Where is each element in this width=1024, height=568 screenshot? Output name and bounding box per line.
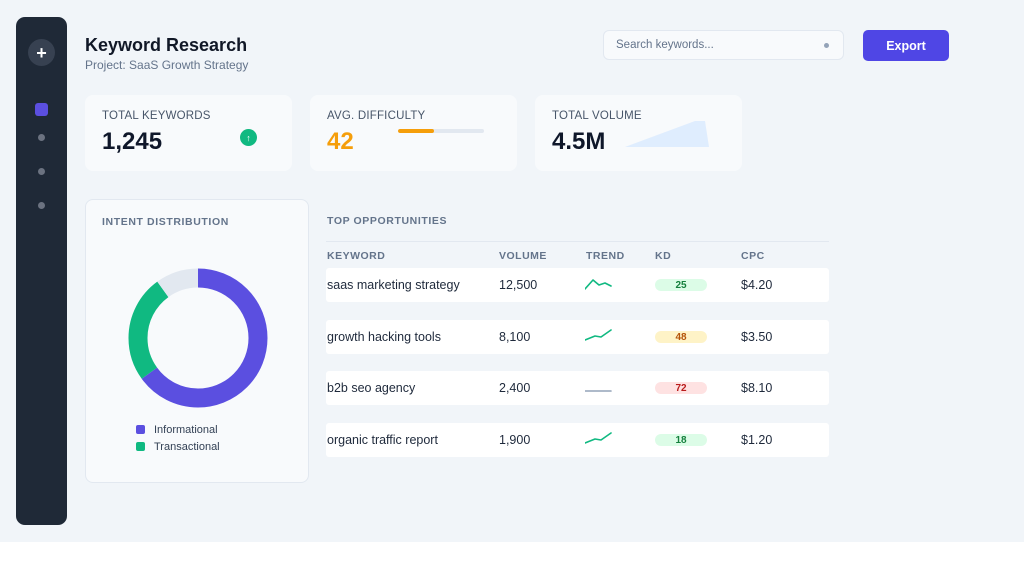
intent-distribution-title: INTENT DISTRIBUTION: [102, 216, 229, 228]
trend-sparkline-icon: [585, 432, 612, 444]
legend-item-informational: Informational: [136, 421, 220, 438]
trend-sparkline-icon: [585, 329, 612, 341]
keyword-cell: saas marketing strategy: [327, 278, 460, 292]
kd-badge: 25: [655, 279, 707, 291]
intent-legend: Informational Transactional: [136, 421, 220, 455]
page-title: Keyword Research: [85, 35, 248, 55]
column-header-keyword[interactable]: KEYWORD: [327, 250, 386, 262]
trend-sparkline-icon: [585, 279, 612, 290]
export-button[interactable]: Export: [863, 30, 949, 61]
legend-swatch-informational: [136, 425, 145, 434]
avg-difficulty-card: AVG. DIFFICULTY 42: [310, 95, 517, 171]
plus-icon: +: [36, 42, 47, 63]
sidebar-item-4[interactable]: [38, 202, 45, 209]
table-row[interactable]: b2b seo agency 2,400 72 $8.10: [326, 371, 829, 405]
keyword-cell: b2b seo agency: [327, 381, 416, 395]
column-header-volume[interactable]: VOLUME: [499, 250, 547, 262]
sidebar-item-2[interactable]: [38, 134, 45, 141]
legend-label-informational: Informational: [154, 423, 218, 436]
total-keywords-value: 1,245: [102, 128, 163, 155]
volume-cell: 12,500: [499, 278, 538, 292]
arrow-up-icon: ↑: [240, 129, 257, 146]
cpc-cell: $1.20: [741, 433, 773, 447]
volume-cell: 8,100: [499, 330, 531, 344]
total-volume-value: 4.5M: [552, 128, 606, 155]
total-keywords-label: TOTAL KEYWORDS: [102, 110, 211, 122]
sidebar-item-keyword-research[interactable]: [35, 103, 48, 116]
donut-segment-transactional: [128, 268, 268, 408]
keyword-cell: organic traffic report: [327, 433, 438, 447]
legend-label-transactional: Transactional: [154, 440, 220, 453]
cpc-cell: $8.10: [741, 381, 773, 395]
intent-donut-chart: [128, 268, 268, 408]
donut-segment-other: [128, 268, 268, 408]
avg-difficulty-value: 42: [327, 128, 354, 155]
kd-badge: 18: [655, 434, 707, 446]
top-opportunities-title: TOP OPPORTUNITIES: [327, 215, 448, 227]
table-row[interactable]: growth hacking tools 8,100 48 $3.50: [326, 320, 829, 354]
table-header: KEYWORD VOLUME TREND KD CPC: [326, 241, 829, 268]
app-window: + Keyword Research Project: SaaS Growth …: [0, 0, 1024, 542]
intent-distribution-card: INTENT DISTRIBUTION Informational Transa…: [85, 199, 309, 483]
kd-badge: 48: [655, 331, 707, 343]
volume-cell: 1,900: [499, 433, 531, 447]
column-header-kd[interactable]: KD: [655, 250, 672, 262]
kd-badge: 72: [655, 382, 707, 394]
avg-difficulty-label: AVG. DIFFICULTY: [327, 110, 426, 122]
column-header-cpc[interactable]: CPC: [741, 250, 765, 262]
legend-swatch-transactional: [136, 442, 145, 451]
volume-sparkline: [625, 121, 709, 147]
volume-sparkline-area: [625, 121, 709, 147]
search-input[interactable]: [604, 31, 814, 59]
total-volume-label: TOTAL VOLUME: [552, 110, 642, 122]
legend-item-transactional: Transactional: [136, 438, 220, 455]
sidebar: +: [16, 17, 67, 525]
cpc-cell: $3.50: [741, 330, 773, 344]
total-keywords-card: TOTAL KEYWORDS 1,245 ↑: [85, 95, 292, 171]
project-subtitle: Project: SaaS Growth Strategy: [85, 58, 249, 72]
add-project-button[interactable]: +: [28, 39, 55, 66]
keyword-cell: growth hacking tools: [327, 330, 441, 344]
table-row[interactable]: saas marketing strategy 12,500 25 $4.20: [326, 268, 829, 302]
difficulty-progress-bar: [398, 129, 484, 133]
opportunities-table: KEYWORD VOLUME TREND KD CPC saas marketi…: [326, 241, 829, 457]
search-icon[interactable]: [824, 43, 829, 48]
search-box[interactable]: [603, 30, 844, 60]
volume-cell: 2,400: [499, 381, 531, 395]
trend-sparkline-icon: [585, 390, 612, 392]
sidebar-item-3[interactable]: [38, 168, 45, 175]
total-volume-card: TOTAL VOLUME 4.5M: [535, 95, 742, 171]
cpc-cell: $4.20: [741, 278, 773, 292]
difficulty-progress-fill: [398, 129, 435, 133]
table-row[interactable]: organic traffic report 1,900 18 $1.20: [326, 423, 829, 457]
column-header-trend[interactable]: TREND: [586, 250, 625, 262]
